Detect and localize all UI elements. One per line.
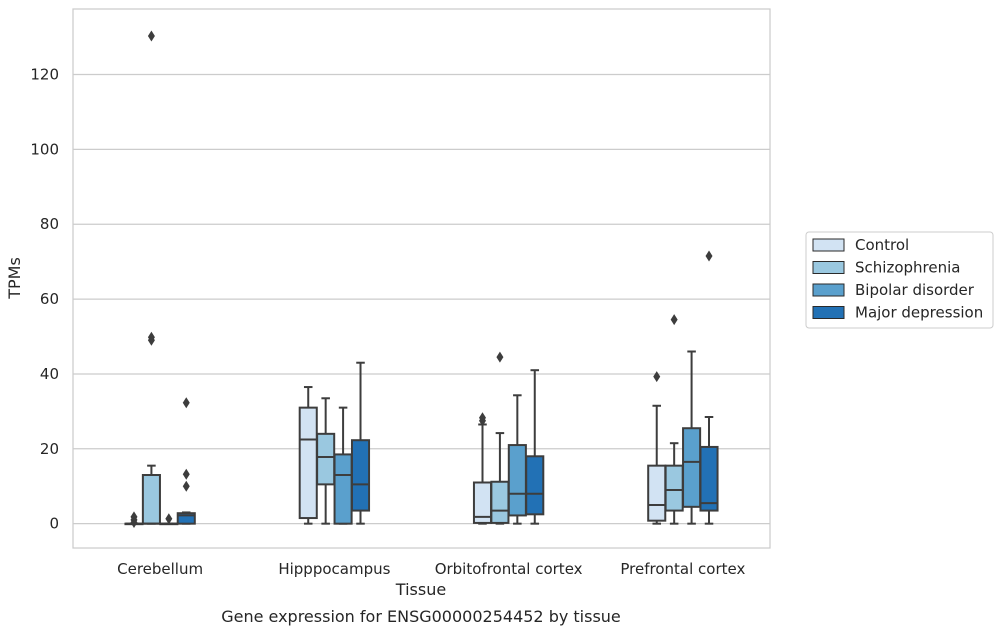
y-ticks: 0 20 40 60 80 100 120 xyxy=(30,66,59,533)
box-iqr xyxy=(525,455,545,516)
legend-frame xyxy=(805,231,994,329)
box-2-0 xyxy=(472,412,493,525)
box-2-1 xyxy=(490,351,510,525)
legend-swatch xyxy=(812,238,845,252)
box-iqr xyxy=(298,406,318,520)
outlier-point xyxy=(705,250,713,262)
outlier-point xyxy=(182,397,190,409)
box-3-3 xyxy=(699,250,719,525)
legend-item: Schizophrenia xyxy=(812,259,960,277)
box-iqr xyxy=(507,444,527,517)
x-tick-label: Orbitofrontal cortex xyxy=(435,560,583,578)
outlier-point xyxy=(182,468,190,480)
y-tick-label: 20 xyxy=(40,440,59,458)
chart-caption: Gene expression for ENSG00000254452 by t… xyxy=(221,607,621,626)
y-tick-label: 80 xyxy=(40,215,59,233)
legend-swatch xyxy=(812,306,845,319)
outlier-point xyxy=(130,511,138,523)
box-iqr xyxy=(141,474,161,525)
legend-item: Major depression xyxy=(812,304,983,322)
legend-label: Major depression xyxy=(855,304,983,322)
box-iqr xyxy=(664,464,684,512)
outlier-point xyxy=(147,30,155,42)
outlier-point xyxy=(670,314,678,326)
outlier-point xyxy=(653,371,661,383)
outlier-point xyxy=(496,351,504,363)
legend-item: Bipolar disorder xyxy=(812,281,975,299)
box-iqr xyxy=(699,445,719,512)
legend-label: Control xyxy=(855,236,909,254)
y-tick-label: 40 xyxy=(40,365,59,383)
y-tick-label: 120 xyxy=(30,66,59,84)
legend-label: Schizophrenia xyxy=(855,259,960,277)
outlier-point xyxy=(147,331,155,343)
x-tick-label: Cerebellum xyxy=(117,560,203,578)
outlier-point xyxy=(165,513,173,525)
box-3-0 xyxy=(647,371,667,525)
legend-item: Control xyxy=(812,236,909,254)
box-3-2 xyxy=(682,350,702,525)
plot-frame xyxy=(72,8,771,549)
y-axis-label: TPMs xyxy=(5,257,24,300)
box-1-0 xyxy=(298,386,318,525)
box-1-3 xyxy=(350,361,371,525)
box-iqr xyxy=(350,439,371,512)
box-iqr xyxy=(176,512,196,525)
box-2-2 xyxy=(507,394,527,525)
box-iqr xyxy=(682,427,702,508)
box-0-2 xyxy=(159,513,179,526)
legend-swatch xyxy=(812,261,845,274)
box-0-1 xyxy=(141,30,161,525)
outlier-point xyxy=(182,480,190,492)
box-iqr xyxy=(316,432,336,486)
box-0-3 xyxy=(176,397,196,525)
x-axis-label: Tissue xyxy=(395,580,446,599)
legend: Control Schizophrenia Bipolar disorder Majo… xyxy=(805,231,994,329)
x-ticks: Cerebellum Hipppocampus Orbitofrontal cort… xyxy=(117,560,745,578)
box-1-2 xyxy=(333,406,353,525)
box-2-3 xyxy=(525,369,545,525)
legend-label: Bipolar disorder xyxy=(855,281,975,299)
y-tick-label: 60 xyxy=(40,290,59,308)
outlier-point xyxy=(478,412,486,424)
box-iqr xyxy=(333,453,353,525)
y-tick-label: 0 xyxy=(49,515,59,533)
box-iqr xyxy=(647,464,667,522)
x-tick-label: Prefrontal cortex xyxy=(620,560,745,578)
box-iqr xyxy=(490,480,510,524)
plot-background xyxy=(73,9,770,548)
boxes xyxy=(124,30,719,529)
x-tick-label: Hipppocampus xyxy=(278,560,390,578)
y-tick-label: 100 xyxy=(30,140,59,158)
legend-swatch xyxy=(812,283,845,297)
